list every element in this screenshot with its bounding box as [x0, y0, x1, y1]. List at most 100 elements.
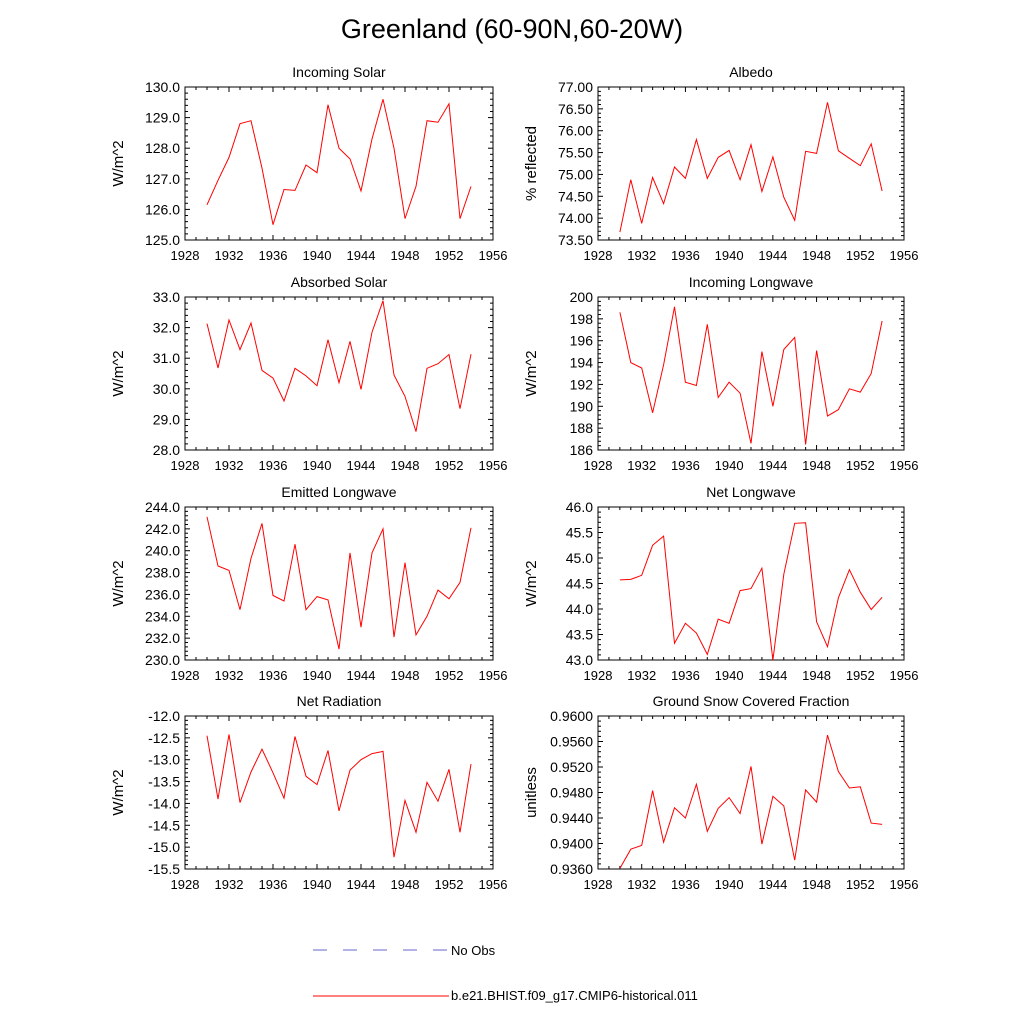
series-line: [206, 516, 472, 650]
x-tick-label: 1940: [303, 458, 332, 473]
y-tick-label: 0.9480: [550, 785, 593, 801]
x-tick-label: 1928: [171, 248, 200, 263]
y-tick-label: 192: [570, 376, 594, 392]
x-tick-label: 1952: [846, 248, 875, 263]
y-tick-label: -13.0: [148, 752, 180, 768]
x-tick-label: 1932: [627, 668, 656, 683]
x-tick-label: 1936: [671, 248, 700, 263]
series-line: [206, 99, 472, 225]
x-tick-label: 1928: [171, 668, 200, 683]
plot-frame: [184, 506, 494, 661]
y-tick-label: 238.0: [145, 565, 180, 581]
x-tick-label: 1928: [584, 877, 613, 892]
y-tick-label: 128.0: [145, 140, 180, 156]
x-tick-label: 1952: [846, 877, 875, 892]
x-tick-label: 1952: [435, 458, 464, 473]
x-tick-label: 1948: [391, 668, 420, 683]
y-tick-label: 244.0: [145, 499, 180, 515]
x-tick-label: 1944: [758, 248, 787, 263]
x-tick-label: 1940: [715, 248, 744, 263]
x-tick-label: 1948: [391, 248, 420, 263]
y-tick-label: 242.0: [145, 521, 180, 537]
y-tick-label: -14.5: [148, 817, 180, 833]
x-tick-label: 1952: [435, 668, 464, 683]
y-tick-label: 188: [570, 420, 594, 436]
y-tick-label: 0.9360: [550, 861, 593, 877]
x-tick-label: 1936: [671, 458, 700, 473]
panel-title: Emitted Longwave: [281, 484, 396, 500]
panel-7: 1928 1932 1936 1940 1944 1948 1952 1956 -15.5 -15…: [110, 693, 507, 892]
x-tick-label: 1936: [259, 458, 288, 473]
plot-frame: [184, 296, 494, 451]
y-tick-label: 130.0: [145, 79, 180, 95]
x-tick-label: 1948: [802, 877, 831, 892]
y-tick-label: 43.5: [566, 627, 593, 643]
x-tick-label: 1948: [802, 248, 831, 263]
x-tick-label: 1940: [715, 458, 744, 473]
y-tick-label: 45.0: [566, 550, 593, 566]
panel-5: 1928 1932 1936 1940 1944 1948 1952 1956 230.0 232…: [110, 484, 507, 683]
y-tick-label: 0.9520: [550, 759, 593, 775]
x-tick-label: 1944: [347, 877, 376, 892]
x-tick-label: 1936: [259, 248, 288, 263]
y-tick-label: -12.5: [148, 730, 180, 746]
panel-title: Incoming Longwave: [689, 274, 814, 290]
y-tick-label: 77.00: [558, 79, 593, 95]
y-tick-label: 29.0: [153, 411, 180, 427]
y-tick-label: 33.0: [153, 289, 180, 305]
x-tick-label: 1928: [171, 877, 200, 892]
panel-2: 1928 1932 1936 1940 1944 1948 1952 1956 73.50 74.…: [523, 64, 918, 263]
y-tick-label: 73.50: [558, 232, 593, 248]
x-tick-label: 1932: [627, 248, 656, 263]
x-tick-label: 1940: [303, 248, 332, 263]
x-tick-label: 1940: [715, 668, 744, 683]
y-tick-label: 198: [570, 311, 594, 327]
panel-title: Ground Snow Covered Fraction: [653, 693, 850, 709]
plot-frame: [597, 506, 905, 661]
y-tick-label: 43.0: [566, 652, 593, 668]
y-tick-label: 32.0: [153, 320, 180, 336]
x-tick-label: 1956: [479, 668, 508, 683]
panel-title: Net Radiation: [297, 693, 382, 709]
y-axis-label: W/m^2: [523, 350, 540, 396]
y-axis-label: W/m^2: [523, 560, 540, 606]
y-tick-label: 230.0: [145, 652, 180, 668]
y-tick-label: 129.0: [145, 110, 180, 126]
y-tick-label: 44.0: [566, 601, 593, 617]
panel-6: 1928 1932 1936 1940 1944 1948 1952 1956 43.0 43.5…: [523, 484, 918, 683]
x-tick-label: 1940: [303, 877, 332, 892]
y-tick-label: -14.0: [148, 795, 180, 811]
x-tick-label: 1956: [890, 668, 919, 683]
y-tick-label: 232.0: [145, 630, 180, 646]
y-tick-label: 236.0: [145, 586, 180, 602]
x-tick-label: 1936: [671, 877, 700, 892]
plot-frame: [184, 86, 494, 241]
panel-title: Albedo: [729, 64, 773, 80]
x-tick-label: 1928: [171, 458, 200, 473]
y-tick-label: 186: [570, 442, 594, 458]
y-tick-label: 200: [570, 289, 594, 305]
series-line: [619, 522, 883, 661]
x-tick-label: 1956: [890, 458, 919, 473]
x-tick-label: 1944: [758, 458, 787, 473]
y-tick-label: 234.0: [145, 608, 180, 624]
x-tick-label: 1932: [215, 668, 244, 683]
y-tick-label: 74.00: [558, 210, 593, 226]
x-tick-label: 1956: [890, 877, 919, 892]
x-tick-label: 1936: [259, 877, 288, 892]
y-axis-label: W/m^2: [110, 140, 127, 186]
x-tick-label: 1936: [259, 668, 288, 683]
series-line: [619, 102, 883, 233]
y-tick-label: 76.50: [558, 101, 593, 117]
y-axis-label: W/m^2: [110, 350, 127, 396]
y-tick-label: 46.0: [566, 499, 593, 515]
panel-4: 1928 1932 1936 1940 1944 1948 1952 1956 186 188 19…: [523, 274, 918, 473]
x-tick-label: 1948: [802, 458, 831, 473]
y-tick-label: 45.5: [566, 525, 593, 541]
figure-title: Greenland (60-90N,60-20W): [340, 14, 684, 44]
x-tick-label: 1948: [802, 668, 831, 683]
x-tick-label: 1928: [584, 668, 613, 683]
y-tick-label: 196: [570, 333, 594, 349]
x-tick-label: 1936: [671, 668, 700, 683]
